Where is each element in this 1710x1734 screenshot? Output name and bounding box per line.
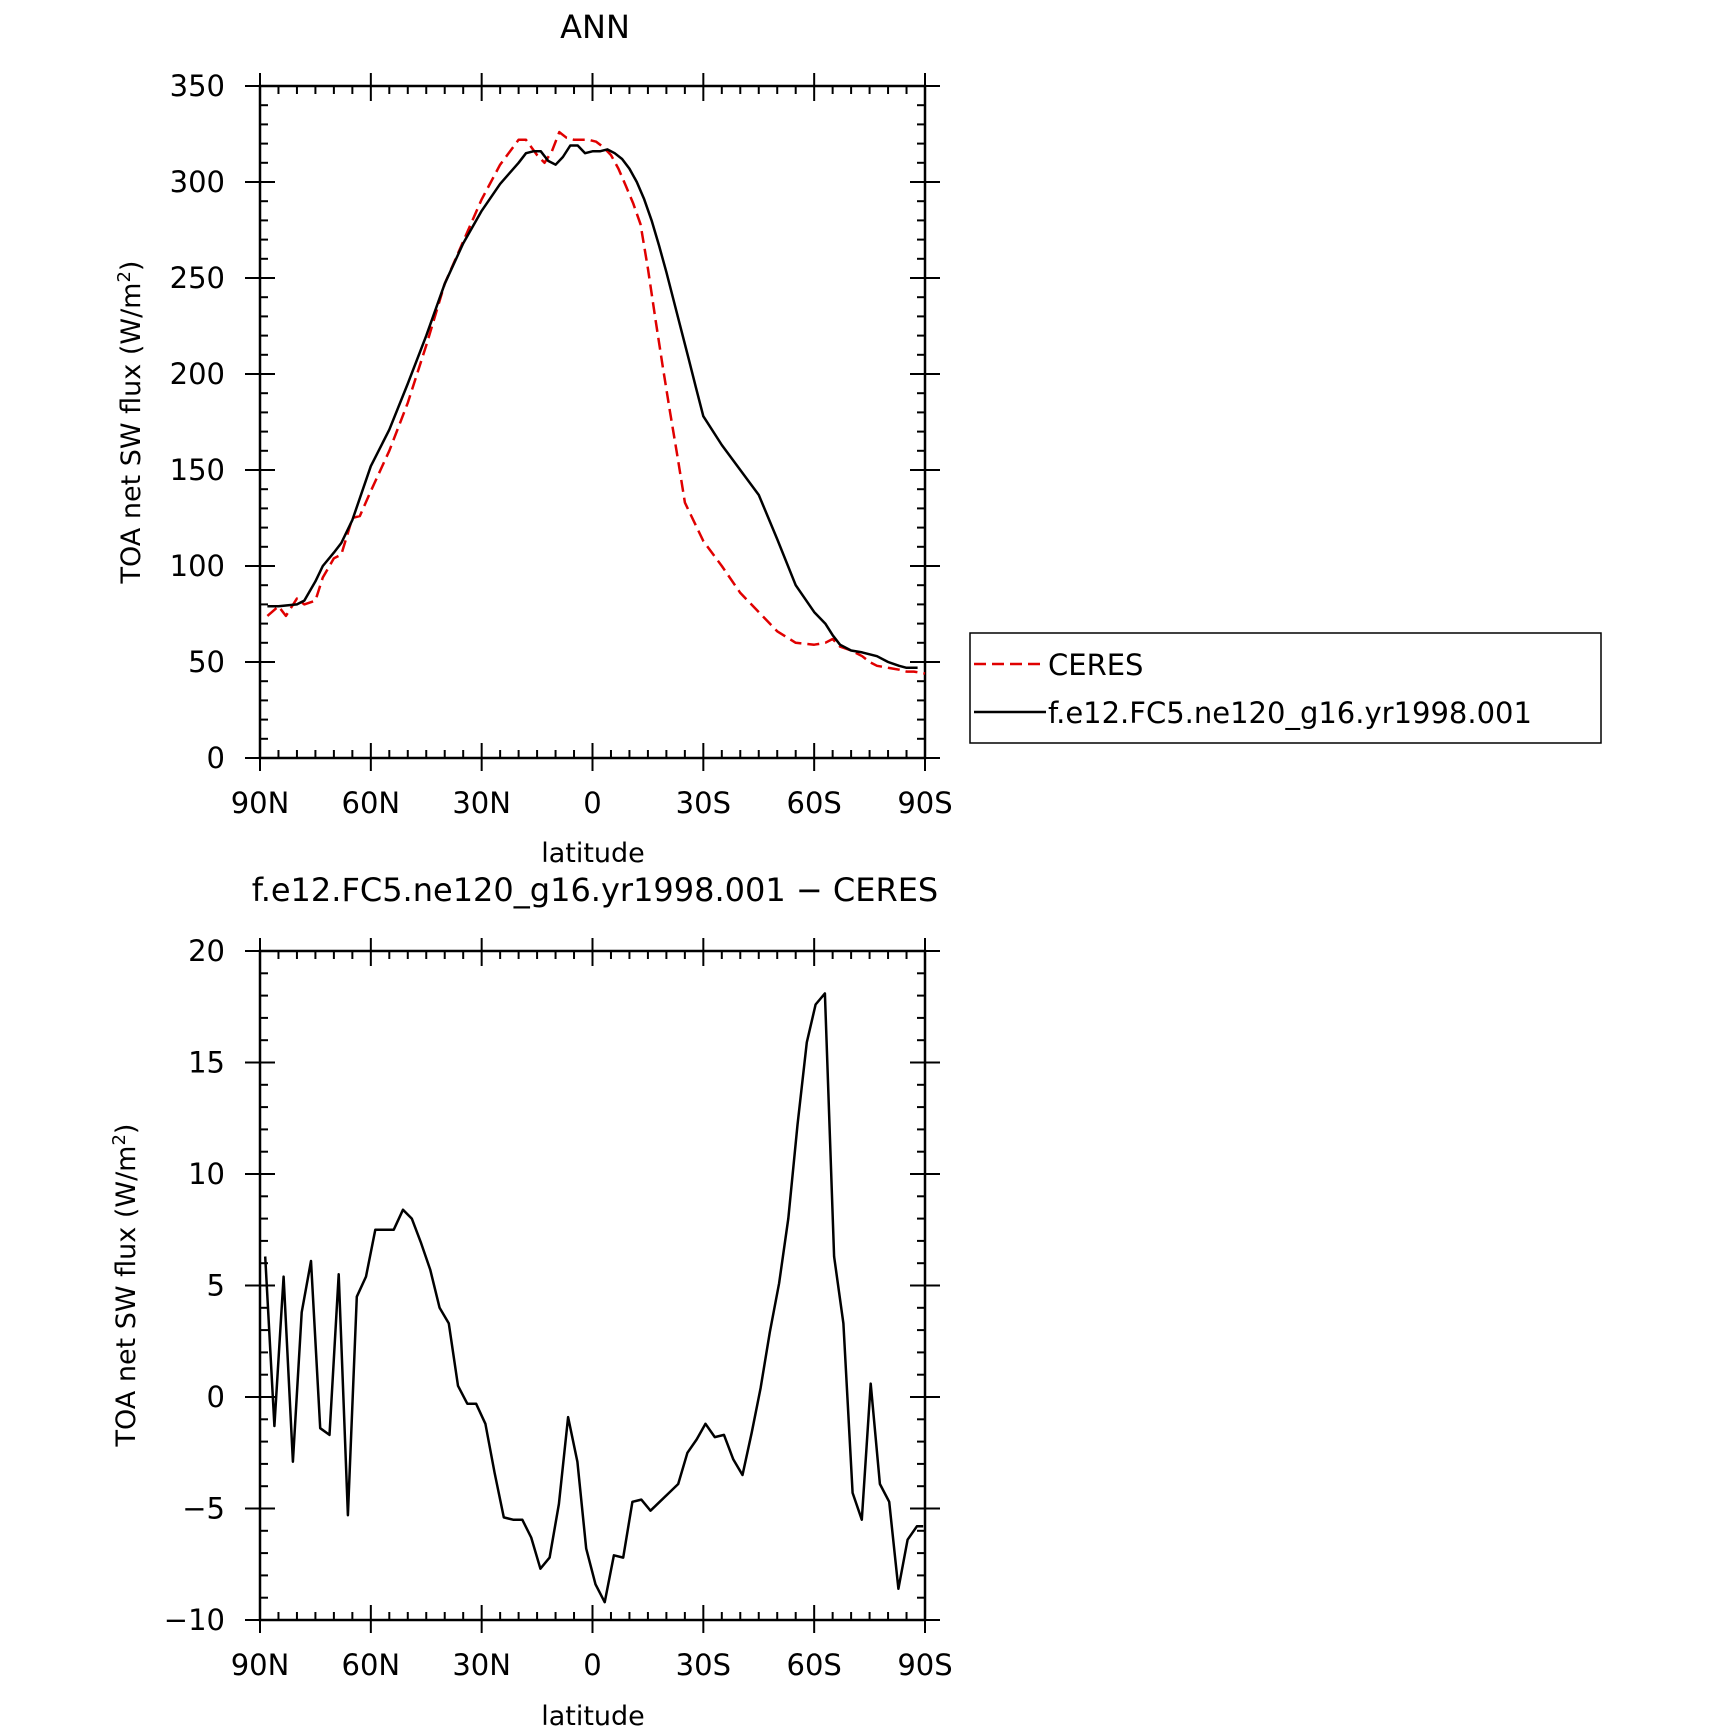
legend: CERES f.e12.FC5.ne120_g16.yr1998.001: [969, 632, 1602, 744]
legend-ceres-label: CERES: [1048, 648, 1143, 682]
top-chart-panel: ANN 90N 60N 30N 0 30S 60S 90S 0 50 100 150 200 250 30…: [114, 8, 1602, 869]
top-axis-ticks: 90N 60N 30N 0 30S 60S 90S 0 50 100 150 200 250 300 350: [170, 69, 953, 820]
x-tick-label: 0: [583, 786, 601, 820]
top-y-axis-label: TOA net SW flux (W/m2): [114, 261, 147, 585]
bottom-x-axis-label: latitude: [541, 1701, 645, 1732]
y-tick-label: 250: [170, 261, 225, 295]
y-tick-label: 10: [188, 1157, 225, 1191]
y-tick-label: 50: [188, 645, 225, 679]
legend-box: [969, 632, 1602, 744]
x-tick-label: 30S: [676, 786, 731, 820]
y-tick-label: 100: [170, 549, 225, 583]
x-tick-label: 60S: [787, 1648, 842, 1682]
f-e12-fc5-ne120-g16-yr1998-001-series-line: [267, 144, 918, 670]
y-tick-label: 300: [170, 165, 225, 199]
difference-series-line: [263, 992, 924, 1604]
bottom-axis-ticks: 90N 60N 30N 0 30S 60S 90S −10 −5 0 5 10 15 20: [164, 934, 953, 1682]
legend-model-label: f.e12.FC5.ne120_g16.yr1998.001: [1048, 696, 1532, 730]
x-tick-label: 60S: [787, 786, 842, 820]
x-tick-label: 60N: [342, 1648, 401, 1682]
bottom-chart-panel: f.e12.FC5.ne120_g16.yr1998.001 − CERES 9…: [109, 871, 953, 1732]
y-tick-label: −10: [164, 1603, 225, 1637]
y-tick-label: 15: [188, 1046, 225, 1080]
y-tick-label: 150: [170, 453, 225, 487]
x-tick-label: 90S: [897, 1648, 952, 1682]
y-tick-label: −5: [182, 1492, 225, 1526]
top-series-layer: [266, 130, 926, 675]
y-tick-label: 200: [170, 357, 225, 391]
top-chart-title: ANN: [560, 8, 630, 46]
y-tick-label: 0: [207, 741, 225, 775]
x-tick-label: 0: [583, 1648, 601, 1682]
x-tick-label: 90S: [897, 786, 952, 820]
x-tick-label: 60N: [342, 786, 401, 820]
y-tick-label: 5: [207, 1269, 225, 1303]
bottom-plot-frame: [258, 949, 927, 1622]
bottom-y-axis-label: TOA net SW flux (W/m2): [109, 1124, 142, 1448]
x-tick-label: 30S: [676, 1648, 731, 1682]
x-tick-label: 30N: [452, 786, 511, 820]
y-tick-label: 20: [188, 934, 225, 968]
x-tick-label: 90N: [231, 1648, 290, 1682]
x-tick-label: 30N: [452, 1648, 511, 1682]
bottom-chart-title: f.e12.FC5.ne120_g16.yr1998.001 − CERES: [252, 871, 938, 909]
bottom-series-layer: [263, 992, 924, 1604]
y-tick-label: 0: [207, 1380, 225, 1414]
top-plot-frame: [258, 84, 927, 760]
ceres-series-line: [266, 130, 926, 675]
y-tick-label: 350: [170, 69, 225, 103]
x-tick-label: 90N: [231, 786, 290, 820]
top-x-axis-label: latitude: [541, 838, 645, 869]
